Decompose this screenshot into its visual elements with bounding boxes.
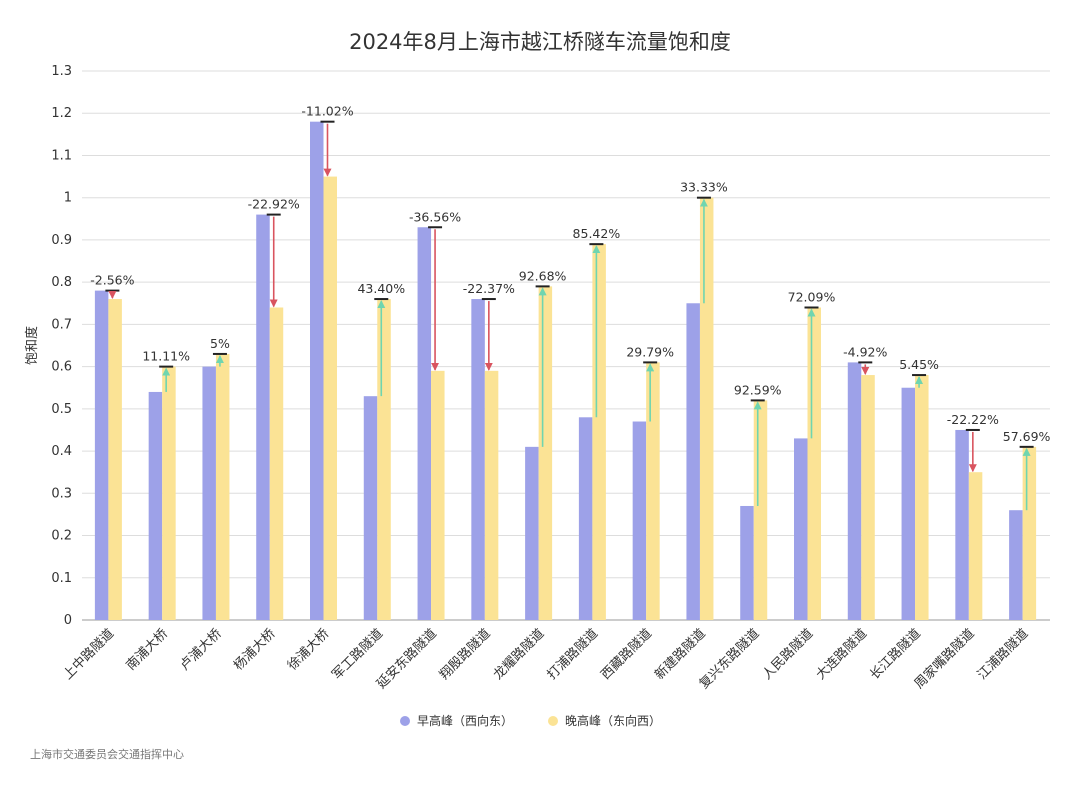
x-tick-label: 人民路隧道 <box>759 626 816 683</box>
bar-evening <box>807 307 821 620</box>
y-tick-label: 1.1 <box>51 148 72 163</box>
x-tick-label: 军工路隧道 <box>329 626 386 683</box>
bar-evening <box>968 472 983 620</box>
x-tick-label: 江浦路隧道 <box>974 626 1031 683</box>
bar-morning <box>148 391 163 620</box>
x-tick-label: 南浦大桥 <box>123 626 171 674</box>
bar-morning <box>740 505 754 620</box>
x-tick-label: 龙耀路隧道 <box>490 626 547 683</box>
bar-morning <box>794 438 808 620</box>
bar-evening <box>484 370 499 620</box>
bar-evening <box>861 375 875 620</box>
bar-morning <box>525 446 539 620</box>
x-tick-label: 大连路隧道 <box>813 626 870 683</box>
bar-evening <box>108 299 122 620</box>
y-tick-label: 1 <box>64 191 72 206</box>
bar-morning <box>847 362 862 620</box>
y-tick-label: 1.3 <box>51 64 72 79</box>
y-tick-label: 0.4 <box>51 444 72 459</box>
legend-label: 早高峰（西向东） <box>417 713 513 728</box>
y-tick-label: 0.7 <box>51 317 72 332</box>
change-label: 57.69% <box>1003 429 1051 444</box>
bar-evening <box>269 307 284 620</box>
chart-title: 2024年8月上海市越江桥隧车流量饱和度 <box>349 30 731 54</box>
y-tick-label: 0.1 <box>51 571 72 586</box>
change-label: -36.56% <box>409 209 461 224</box>
change-label: -22.92% <box>248 197 300 212</box>
change-label: -22.22% <box>947 412 999 427</box>
change-label: 11.11% <box>142 349 190 364</box>
legend-marker <box>400 716 410 726</box>
y-tick-label: 0.5 <box>51 402 72 417</box>
bar-evening <box>1022 446 1037 620</box>
change-label: 85.42% <box>573 226 621 241</box>
bar-evening <box>753 400 768 620</box>
change-label: 43.40% <box>357 281 405 296</box>
bar-morning <box>632 421 647 620</box>
x-tick-label: 长江路隧道 <box>867 626 924 683</box>
change-label: 72.09% <box>788 289 836 304</box>
bar-morning <box>202 366 216 620</box>
bar-evening <box>915 375 929 620</box>
x-tick-label: 徐浦大桥 <box>285 626 332 673</box>
bar-evening <box>323 176 337 621</box>
y-tick-label: 0.8 <box>51 275 72 290</box>
bar-evening <box>162 366 176 620</box>
change-label: 5% <box>210 336 230 351</box>
x-tick-label: 西藏路隧道 <box>598 626 655 683</box>
bar-evening <box>431 370 445 620</box>
bar-evening <box>215 353 230 620</box>
bar-morning <box>94 290 109 620</box>
change-label: -2.56% <box>90 273 134 288</box>
bar-morning <box>686 303 700 620</box>
x-tick-label: 新建路隧道 <box>651 626 708 683</box>
change-label: 33.33% <box>680 180 728 195</box>
y-tick-label: 0.9 <box>51 233 72 248</box>
x-tick-label: 卢浦大桥 <box>177 626 225 674</box>
bar-evening <box>592 244 606 620</box>
source-note: 上海市交通委员会交通指挥中心 <box>30 748 184 761</box>
bar-evening <box>377 299 391 620</box>
x-tick-label: 杨浦大桥 <box>231 626 278 673</box>
y-axis-label: 饱和度 <box>24 326 40 365</box>
change-label: -22.37% <box>463 281 515 296</box>
change-label: -4.92% <box>843 344 887 359</box>
bar-evening <box>646 362 660 620</box>
bar-morning <box>578 417 593 620</box>
y-tick-label: 0.2 <box>51 529 72 544</box>
bar-morning <box>417 227 432 620</box>
bar-evening <box>538 286 553 620</box>
x-tick-label: 打浦路隧道 <box>544 626 601 683</box>
bar-morning <box>955 429 969 620</box>
change-label: 92.59% <box>734 382 782 397</box>
legend-label: 晚高峰（东向西） <box>565 713 661 728</box>
x-tick-label: 翔殷路隧道 <box>436 626 493 683</box>
bar-morning <box>363 396 378 620</box>
change-label: 5.45% <box>899 357 939 372</box>
change-label: 92.68% <box>519 268 567 283</box>
x-tick-label: 上中路隧道 <box>60 626 117 683</box>
bar-morning <box>901 387 916 620</box>
y-tick-label: 1.2 <box>51 106 72 121</box>
bar-morning <box>1009 510 1023 620</box>
y-tick-label: 0.3 <box>51 486 72 501</box>
bar-morning <box>471 299 485 620</box>
legend-marker <box>548 716 558 726</box>
bar-evening <box>699 197 714 620</box>
y-tick-label: 0.6 <box>51 360 72 375</box>
y-tick-label: 0 <box>64 613 72 628</box>
change-label: 29.79% <box>626 344 674 359</box>
change-label: -11.02% <box>301 104 353 119</box>
bar-morning <box>310 121 324 620</box>
bar-morning <box>256 214 270 621</box>
